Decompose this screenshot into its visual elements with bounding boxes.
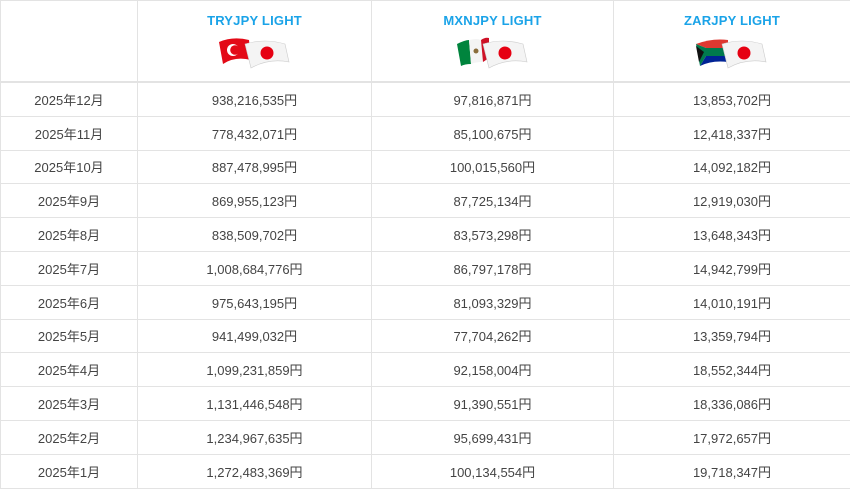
- tryjpy-value: 778,432,071円: [138, 116, 372, 150]
- month-cell: 2025年9月: [1, 184, 138, 218]
- month-cell: 2025年3月: [1, 387, 138, 421]
- zarjpy-value: 17,972,657円: [614, 420, 850, 454]
- tryjpy-value: 869,955,123円: [138, 184, 372, 218]
- month-cell: 2025年12月: [1, 82, 138, 116]
- mxnjpy-value: 86,797,178円: [372, 251, 614, 285]
- tryjpy-value: 1,234,967,635円: [138, 420, 372, 454]
- mxnjpy-value: 91,390,551円: [372, 387, 614, 421]
- tryjpy-value: 838,509,702円: [138, 218, 372, 252]
- header-tryjpy: TRYJPY LIGHT: [138, 1, 372, 83]
- tryjpy-value: 941,499,032円: [138, 319, 372, 353]
- tryjpy-value: 1,099,231,859円: [138, 353, 372, 387]
- zarjpy-value: 12,418,337円: [614, 116, 850, 150]
- month-cell: 2025年6月: [1, 285, 138, 319]
- mxnjpy-value: 83,573,298円: [372, 218, 614, 252]
- tryjpy-value: 938,216,535円: [138, 82, 372, 116]
- zarjpy-value: 13,648,343円: [614, 218, 850, 252]
- tryjpy-value: 1,272,483,369円: [138, 454, 372, 488]
- mxnjpy-value: 77,704,262円: [372, 319, 614, 353]
- product-title: MXNJPY LIGHT: [372, 13, 613, 28]
- header-zarjpy: ZARJPY LIGHT: [614, 1, 850, 83]
- month-cell: 2025年4月: [1, 353, 138, 387]
- tryjpy-value: 1,131,446,548円: [138, 387, 372, 421]
- south-africa-japan-flags-icon: [692, 34, 772, 70]
- mxnjpy-value: 92,158,004円: [372, 353, 614, 387]
- zarjpy-value: 13,853,702円: [614, 82, 850, 116]
- tryjpy-value: 1,008,684,776円: [138, 251, 372, 285]
- mxnjpy-value: 85,100,675円: [372, 116, 614, 150]
- zarjpy-value: 14,942,799円: [614, 251, 850, 285]
- month-cell: 2025年10月: [1, 150, 138, 184]
- zarjpy-value: 18,336,086円: [614, 387, 850, 421]
- mxnjpy-value: 81,093,329円: [372, 285, 614, 319]
- month-cell: 2025年11月: [1, 116, 138, 150]
- header-row: TRYJPY LIGHT MXNJPY LIGHT: [1, 1, 850, 83]
- header-mxnjpy: MXNJPY LIGHT: [372, 1, 614, 83]
- header-empty-cell: [1, 1, 138, 83]
- tryjpy-value: 887,478,995円: [138, 150, 372, 184]
- month-cell: 2025年7月: [1, 251, 138, 285]
- zarjpy-value: 14,010,191円: [614, 285, 850, 319]
- zarjpy-value: 14,092,182円: [614, 150, 850, 184]
- mxnjpy-value: 100,015,560円: [372, 150, 614, 184]
- zarjpy-value: 13,359,794円: [614, 319, 850, 353]
- mxnjpy-value: 97,816,871円: [372, 82, 614, 116]
- month-cell: 2025年5月: [1, 319, 138, 353]
- zarjpy-value: 12,919,030円: [614, 184, 850, 218]
- tryjpy-value: 975,643,195円: [138, 285, 372, 319]
- mexico-japan-flags-icon: [453, 34, 533, 70]
- product-title: ZARJPY LIGHT: [614, 13, 850, 28]
- month-cell: 2025年1月: [1, 454, 138, 488]
- month-cell: 2025年8月: [1, 218, 138, 252]
- mxnjpy-value: 95,699,431円: [372, 420, 614, 454]
- zarjpy-value: 19,718,347円: [614, 454, 850, 488]
- month-cell: 2025年2月: [1, 420, 138, 454]
- mxnjpy-value: 100,134,554円: [372, 454, 614, 488]
- product-title: TRYJPY LIGHT: [138, 13, 371, 28]
- mxnjpy-value: 87,725,134円: [372, 184, 614, 218]
- turkey-japan-flags-icon: [215, 34, 295, 70]
- zarjpy-value: 18,552,344円: [614, 353, 850, 387]
